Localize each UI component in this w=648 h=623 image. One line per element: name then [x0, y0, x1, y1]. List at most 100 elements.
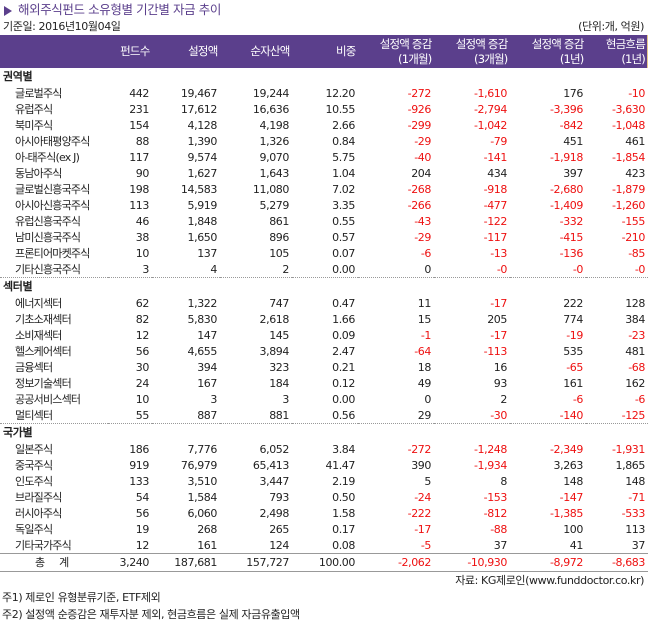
cell-value: 41	[569, 538, 584, 552]
column-header: 설정액 증감 (1년)	[510, 35, 587, 68]
page-heading: 해외주식펀드 소유형별 기간별 자금 추이 기준일: 2016년10월04일 (…	[0, 0, 648, 35]
cell-value: 6,060	[187, 506, 218, 520]
row-label: 독일주식	[15, 522, 53, 536]
cell-value: 3.35	[332, 198, 355, 212]
cell-value: -415	[559, 230, 584, 244]
row-label: 유럽주식	[15, 102, 53, 116]
cell-value: 5,919	[187, 198, 218, 212]
cell-value: -332	[559, 214, 584, 228]
cell-value: 12.20	[325, 86, 356, 100]
row-label: 일본주식	[15, 442, 53, 456]
table-row: 유럽신흥국주식 46 1,848 861 0.55 -43 -122 -332 -155	[0, 213, 648, 229]
cell-value: -266	[407, 198, 432, 212]
cell-value: 10	[135, 392, 150, 406]
row-label: 기타신흥국주식	[15, 262, 81, 276]
cell-value: 0.47	[332, 296, 355, 310]
row-label: 인도주식	[15, 474, 53, 488]
row-label: 글로벌신흥국주식	[15, 182, 90, 196]
cell-value: 15	[417, 312, 432, 326]
table-row: 브라질주식 54 1,584 793 0.50 -24 -153 -147 -71	[0, 489, 648, 505]
row-label: 기타국가주식	[15, 538, 72, 552]
row-label: 남미신흥국주식	[15, 230, 81, 244]
cell-value: 0.08	[332, 538, 355, 552]
cell-value: -29	[414, 134, 431, 148]
cell-value: 461	[625, 134, 645, 148]
cell-value: -299	[407, 118, 432, 132]
cell-value: 2,498	[259, 506, 290, 520]
cell-value: 18	[417, 360, 432, 374]
cell-value: 1,390	[187, 134, 218, 148]
cell-value: 394	[197, 360, 217, 374]
cell-value: 76,979	[180, 458, 217, 472]
cell-value: 0	[424, 392, 431, 406]
cell-value: 137	[197, 246, 217, 260]
cell-value: 423	[625, 166, 645, 180]
cell-value: 19,244	[252, 86, 289, 100]
cell-value: 198	[129, 182, 149, 196]
column-header: 설정액	[152, 35, 221, 68]
column-header: 현금흐름 (1년)	[586, 35, 648, 68]
cell-value: 0.84	[332, 134, 355, 148]
cell-value: -8,683	[586, 553, 648, 572]
cell-value: 919	[129, 458, 149, 472]
cell-value: 1.66	[332, 312, 355, 326]
table-row: 프론티어마켓주식 10 137 105 0.07 -6 -13 -136 -85	[0, 245, 648, 261]
cell-value: 133	[129, 474, 149, 488]
cell-value: 3	[142, 262, 149, 276]
cell-value: -1	[420, 328, 432, 342]
cell-value: 46	[135, 214, 150, 228]
base-date: 기준일: 2016년10월04일	[3, 20, 121, 33]
cell-value: 0.12	[332, 376, 355, 390]
column-header: 비중	[292, 35, 359, 68]
cell-value: -17	[490, 328, 507, 342]
cell-value: 65,413	[252, 458, 289, 472]
row-label: 멀티섹터	[15, 408, 53, 422]
cell-value: -222	[407, 506, 432, 520]
table-row: 멀티섹터 55 887 881 0.56 29 -30 -140 -125	[0, 407, 648, 424]
cell-value: 793	[269, 490, 289, 504]
cell-value: 434	[487, 166, 507, 180]
cell-value: -6	[420, 246, 432, 260]
table-row: 기타신흥국주식 3 4 2 0.00 0 -0 -0 -0	[0, 261, 648, 278]
row-label: 금융섹터	[15, 360, 53, 374]
cell-value: 9,574	[187, 150, 218, 164]
row-label: 기초소재섹터	[15, 312, 72, 326]
cell-value: 3	[210, 392, 217, 406]
cell-value: -1,042	[473, 118, 507, 132]
cell-value: 535	[563, 344, 583, 358]
cell-value: 231	[129, 102, 149, 116]
cell-value: 8	[500, 474, 507, 488]
cell-value: -1,854	[611, 150, 645, 164]
cell-value: 4,128	[187, 118, 218, 132]
cell-value: -13	[490, 246, 507, 260]
cell-value: -3,396	[549, 102, 583, 116]
cell-value: 12	[135, 538, 150, 552]
cell-value: 16	[493, 360, 508, 374]
cell-value: 2	[500, 392, 507, 406]
cell-value: 90	[135, 166, 150, 180]
row-label: 북미주식	[15, 118, 53, 132]
cell-value: 145	[269, 328, 289, 342]
section-header: 권역별	[0, 68, 648, 85]
cell-value: -842	[559, 118, 584, 132]
section-title: 권역별	[3, 70, 33, 83]
cell-value: 105	[269, 246, 289, 260]
total-row: 총계 3,240 187,681 157,727 100.00 -2,062 -10,930…	[0, 553, 648, 572]
cell-value: 117	[129, 150, 149, 164]
row-label: 아시아신흥국주식	[15, 198, 90, 212]
cell-value: 41.47	[325, 458, 356, 472]
cell-value: -272	[407, 442, 432, 456]
table-row: 금융섹터 30 394 323 0.21 18 16 -65 -68	[0, 359, 648, 375]
cell-value: 1,627	[187, 166, 218, 180]
cell-value: 9,070	[259, 150, 290, 164]
footnote-1: 주1) 제로인 유형분류기준, ETF제외	[2, 591, 161, 604]
cell-value: -918	[483, 182, 508, 196]
row-label: 아시아태평양주식	[15, 134, 90, 148]
cell-value: 3,240	[108, 553, 152, 572]
cell-value: 0.09	[332, 328, 355, 342]
cell-value: -17	[414, 522, 431, 536]
cell-value: -2,794	[473, 102, 507, 116]
cell-value: -40	[414, 150, 431, 164]
section-title: 섹터별	[0, 277, 648, 295]
cell-value: 37	[631, 538, 646, 552]
